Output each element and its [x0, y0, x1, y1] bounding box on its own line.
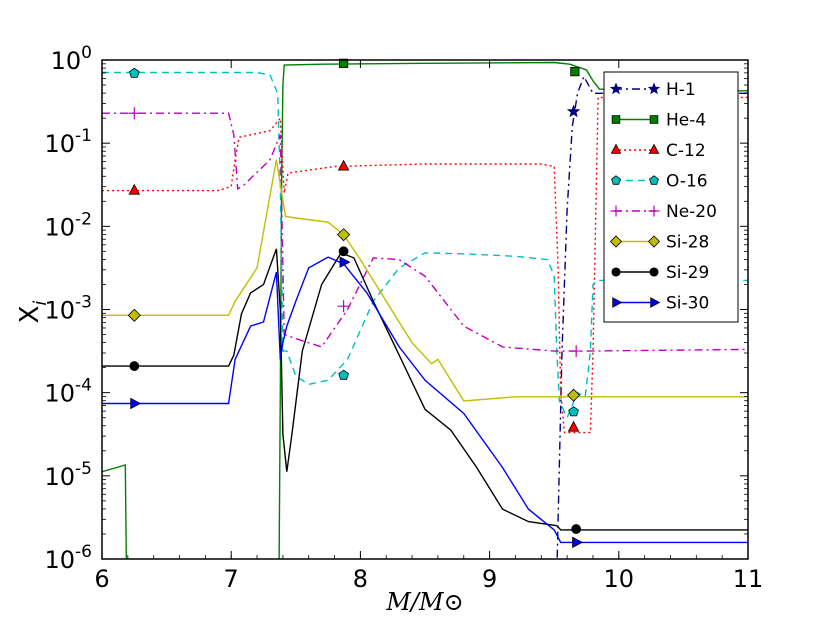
y-axis-label: Xi [15, 301, 51, 324]
marker-o-16 [128, 67, 140, 78]
y-tick-label: 10-5 [45, 459, 93, 491]
legend-marker-o-16 [611, 175, 621, 185]
y-axis-label-subscript: i [30, 301, 51, 306]
marker-he-4 [339, 58, 349, 68]
marker-o-16 [568, 406, 579, 417]
marker-si-29 [129, 361, 140, 371]
legend-marker-si-30 [612, 297, 623, 308]
legend-marker-he-4 [611, 115, 621, 124]
series-line-si-30 [102, 256, 748, 544]
x-tick-label: 7 [224, 565, 239, 593]
marker-si-28 [567, 388, 581, 402]
marker-ne-20 [570, 345, 583, 358]
series-line-h-1 [556, 74, 748, 559]
marker-si-30 [339, 256, 351, 268]
x-tick-label: 8 [353, 565, 368, 593]
legend-marker-c-12 [610, 143, 622, 154]
x-axis-label: M/M⊙ [385, 588, 463, 616]
legend-label-si-30: Si-30 [666, 294, 709, 314]
marker-ne-20 [128, 107, 141, 120]
legend-marker-si-30 [650, 297, 661, 308]
legend-label-ne-20: Ne-20 [666, 202, 717, 222]
legend-marker-si-28 [609, 235, 623, 248]
legend-marker-si-29 [649, 267, 659, 277]
legend-marker-h-1 [609, 82, 623, 95]
marker-si-30 [572, 536, 584, 549]
marker-o-16 [338, 369, 349, 380]
y-tick-label: 10-6 [45, 542, 93, 574]
marker-si-29 [338, 246, 349, 257]
series-line-si-29 [102, 248, 748, 531]
y-tick-label: 100 [51, 43, 92, 75]
legend-marker-he-4 [649, 115, 659, 124]
legend-label-he-4: He-4 [666, 111, 706, 131]
series-line-he-4 [102, 61, 748, 559]
y-tick-label: 10-2 [45, 209, 93, 241]
y-axis-label-main: X [15, 306, 45, 324]
legend-label-si-28: Si-28 [666, 233, 709, 253]
legend-label-c-12: C-12 [666, 141, 706, 161]
series-line-c-12 [102, 96, 748, 434]
marker-he-4 [570, 67, 580, 77]
marker-si-28 [337, 228, 351, 242]
marker-si-29 [571, 524, 582, 534]
legend-marker-si-29 [611, 267, 621, 277]
marker-h-1 [566, 104, 581, 118]
legend: H-1 He-4 C-12 O-16 Ne-20 Si-28 Si-29 Si-30 [603, 71, 739, 323]
marker-si-30 [130, 397, 142, 410]
series-line-ne-20 [102, 112, 748, 352]
y-tick-label: 10-3 [45, 293, 93, 325]
legend-box [603, 71, 739, 323]
legend-label-h-1: H-1 [666, 80, 696, 100]
x-tick-label: 9 [482, 565, 497, 593]
legend-label-o-16: O-16 [666, 172, 708, 192]
marker-si-28 [127, 308, 141, 322]
legend-marker-si-28 [647, 235, 661, 248]
legend-marker-ne-20 [648, 205, 660, 217]
x-tick-label: 6 [94, 565, 109, 593]
legend-label-si-29: Si-29 [666, 263, 709, 283]
y-tick-label: 10-1 [45, 126, 93, 158]
marker-ne-20 [337, 300, 350, 313]
legend-marker-c-12 [648, 143, 660, 154]
marker-c-12 [337, 159, 350, 171]
x-tick-label: 10 [604, 565, 635, 593]
legend-marker-h-1 [647, 82, 661, 95]
legend-marker-ne-20 [610, 205, 622, 217]
marker-c-12 [567, 420, 580, 432]
marker-c-12 [128, 183, 141, 195]
legend-marker-o-16 [649, 175, 659, 185]
x-tick-label: 11 [733, 565, 764, 593]
y-tick-label: 10-4 [45, 376, 93, 408]
series-line-o-16 [102, 71, 748, 420]
